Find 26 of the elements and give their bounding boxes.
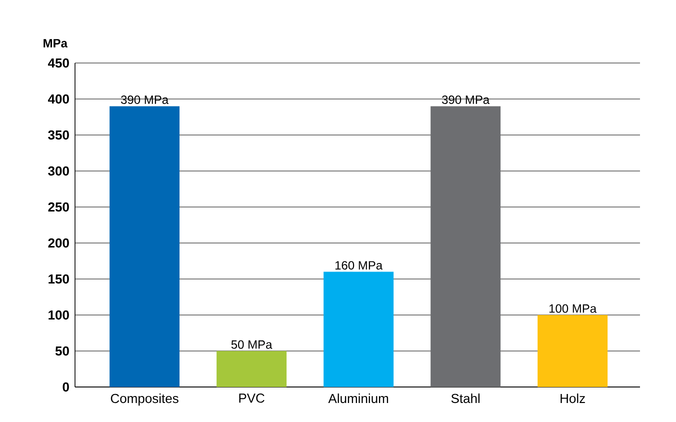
y-tick-label: 450 xyxy=(48,58,69,68)
y-tick-label: 250 xyxy=(48,202,69,212)
data-label: 390 MPa xyxy=(442,96,490,104)
y-tick-label: 350 xyxy=(48,130,69,140)
y-axis-title: MPa xyxy=(44,39,68,48)
x-tick-label: Holz xyxy=(560,394,585,404)
y-tick-label: 150 xyxy=(48,274,69,284)
x-tick-label: Aluminium xyxy=(328,394,388,404)
data-label: 50 MPa xyxy=(231,340,272,349)
x-tick-label: Composites xyxy=(110,394,178,406)
x-tick-label: Stahl xyxy=(451,394,480,404)
bar xyxy=(216,350,287,387)
data-label: 160 MPa xyxy=(335,261,383,270)
y-tick-label: 100 xyxy=(48,310,69,320)
y-tick-label: 0 xyxy=(62,382,69,392)
y-tick-label: 200 xyxy=(48,238,69,248)
x-tick-label: PVC xyxy=(239,394,264,403)
bar xyxy=(110,106,180,387)
y-tick-label: 50 xyxy=(55,346,69,356)
y-tick-label: 300 xyxy=(48,166,69,176)
data-label: 390 MPa xyxy=(121,96,169,104)
bar xyxy=(324,272,394,387)
bar xyxy=(430,106,501,387)
y-tick-label: 400 xyxy=(48,94,69,104)
data-label: 100 MPa xyxy=(549,304,597,313)
bar xyxy=(538,314,608,387)
